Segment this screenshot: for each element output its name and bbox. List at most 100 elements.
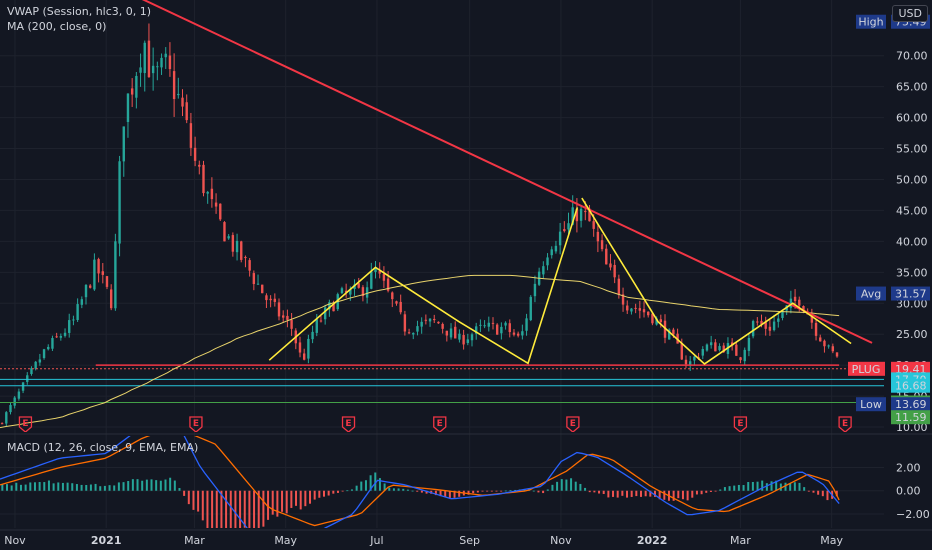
candle [198, 160, 201, 175]
candle-body [365, 287, 369, 298]
candle-body [227, 236, 230, 239]
candle [177, 77, 180, 99]
candle [302, 348, 306, 361]
candle [772, 314, 776, 332]
ma-legend[interactable]: MA (200, close, 0) [7, 20, 107, 33]
macd-histogram-bar [99, 486, 102, 491]
candle-body [479, 324, 482, 326]
time-tick-label: Nov [550, 534, 572, 547]
macd-histogram-bar [57, 482, 60, 491]
macd-legend[interactable]: MACD (12, 26, close, 9, EMA, EMA) [7, 441, 199, 454]
macd-histogram-bar [821, 490, 824, 497]
badge-low: Low 13.69 [856, 397, 930, 412]
candle-body [793, 296, 797, 302]
macd-histogram-bar [350, 489, 353, 491]
candle [244, 255, 247, 268]
time-tick-label: Jul [369, 534, 383, 547]
candle-body [609, 263, 612, 268]
candle [231, 232, 235, 257]
candle [449, 323, 453, 340]
candle-body [0, 423, 4, 425]
macd-histogram-bar [653, 490, 656, 497]
macd-histogram-bar [47, 480, 50, 491]
earnings-marker-label: E [737, 419, 743, 429]
candle [403, 310, 407, 336]
earnings-marker-shape [566, 416, 580, 432]
candle [76, 298, 79, 322]
candle-body [151, 65, 155, 74]
macd-histogram-bar [309, 490, 312, 504]
last-price-badge-bg [891, 361, 930, 376]
macd-histogram-bar [817, 490, 820, 495]
candle-body [172, 71, 176, 100]
candle [756, 317, 759, 326]
candle [701, 346, 704, 360]
candle [827, 344, 830, 349]
candle-body [802, 306, 805, 311]
macd-histogram-bar [514, 489, 517, 491]
candle-body [403, 314, 407, 332]
vwap-legend[interactable]: VWAP (Session, hlc3, 0, 1) [7, 5, 152, 18]
candle [626, 300, 629, 314]
candle-body [735, 344, 738, 356]
macd-histogram-bar [425, 490, 428, 494]
candle [647, 311, 650, 318]
macd-histogram-bar [103, 485, 106, 491]
macd-histogram-bar [728, 486, 731, 491]
candle-body [688, 361, 692, 366]
candle [479, 319, 482, 332]
earnings-marker-shape [341, 416, 356, 432]
candle-body [684, 359, 688, 365]
candle [109, 284, 113, 311]
candle-body [651, 313, 654, 324]
candle-body [143, 42, 146, 74]
macd-tick-label: 2.00 [896, 461, 921, 474]
candle-body [80, 299, 84, 305]
candle-body [344, 290, 348, 293]
candle-body [34, 361, 37, 369]
candle-body [407, 332, 411, 334]
macd-histogram-bar [369, 475, 372, 491]
candle-body [319, 320, 323, 322]
price-tick-label: 40.00 [896, 235, 928, 248]
candle [567, 212, 570, 237]
candle-body [760, 320, 763, 325]
macd-histogram-bar [378, 478, 381, 491]
badge-value-bg [891, 410, 930, 425]
candle-body [814, 322, 818, 336]
macd-histogram-bar [10, 485, 13, 491]
price-tick-label: 10.00 [896, 421, 928, 434]
candle-body [756, 321, 759, 323]
candle-body [252, 273, 256, 285]
candle-body [714, 342, 717, 352]
candle [382, 266, 386, 288]
macd-histogram-bar [336, 490, 339, 493]
candle [768, 320, 772, 336]
earnings-marker-label: E [193, 419, 199, 429]
macd-histogram-bar [532, 490, 535, 492]
macd-histogram-bar [220, 490, 223, 528]
candle [395, 300, 398, 306]
level-badge: 16.68 [891, 378, 930, 393]
macd-histogram-bar [215, 490, 218, 528]
candle [72, 315, 75, 326]
candle-body [386, 278, 390, 291]
candle [97, 257, 100, 283]
macd-histogram-bar [691, 490, 694, 498]
candle-body [827, 345, 830, 347]
candle [340, 286, 344, 295]
candle-body [605, 248, 608, 265]
macd-histogram-bar [29, 482, 32, 491]
candle [638, 300, 642, 319]
candle [114, 233, 117, 311]
macd-histogram-bar [714, 490, 717, 492]
macd-histogram-bar [775, 480, 778, 491]
candle [223, 221, 226, 242]
candle-body [730, 342, 734, 346]
candle [714, 339, 717, 352]
macd-histogram-bar [364, 480, 367, 491]
earnings-marker-label: E [842, 419, 848, 429]
macd-histogram-bar [476, 490, 479, 493]
currency-button[interactable]: USD [892, 5, 928, 22]
